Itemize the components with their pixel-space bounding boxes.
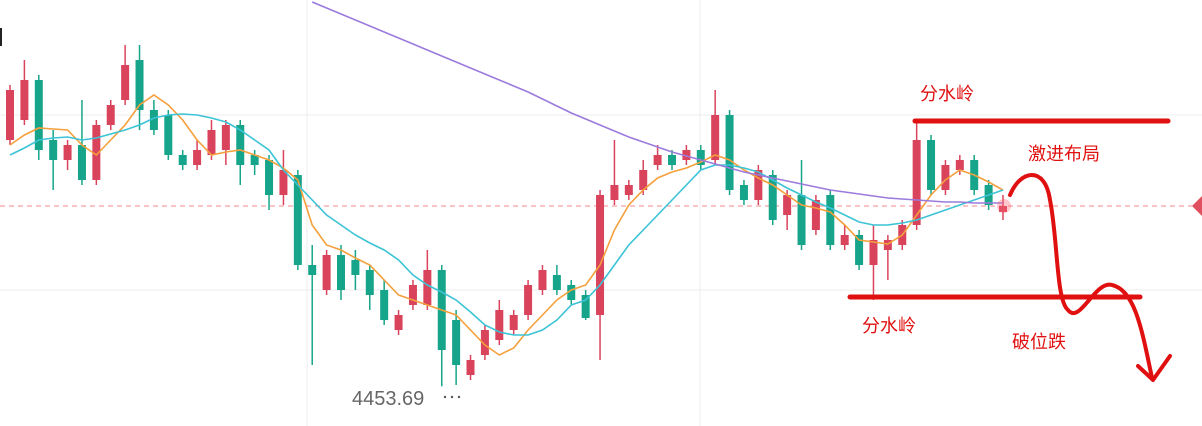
ellipsis: [443, 395, 461, 399]
candle-body: [250, 155, 259, 165]
ma-line: [9, 113, 1004, 336]
candle-body: [826, 195, 835, 245]
candle-body: [164, 115, 173, 155]
annotation: 分水岭: [862, 316, 916, 337]
candle-body: [811, 200, 820, 230]
ma-line: [311, 1, 1003, 204]
candle-body: [941, 165, 950, 190]
plot: [0, 1, 1192, 387]
candle-body: [524, 285, 533, 315]
candle-body: [308, 265, 317, 275]
candle-body: [322, 255, 331, 290]
candle-body: [279, 170, 288, 195]
candle-body: [639, 170, 648, 190]
candle-body: [394, 315, 403, 330]
candle-body: [92, 125, 101, 180]
dot: [457, 395, 461, 399]
candle-body: [955, 160, 964, 170]
candle-body: [596, 195, 605, 315]
candle-body: [452, 320, 461, 365]
candle-body: [193, 150, 202, 165]
candle-body: [423, 270, 432, 305]
candle-body: [538, 270, 547, 290]
candle-body: [408, 285, 417, 305]
candle-body: [495, 310, 504, 340]
candle-body: [855, 235, 864, 265]
candle-body: [552, 275, 561, 290]
candle-body: [6, 90, 14, 140]
candle-body: [351, 260, 360, 275]
candle-body: [49, 140, 58, 160]
candle-body: [207, 130, 216, 155]
hand-arrow: [1008, 173, 1172, 382]
candle-body: [840, 235, 849, 245]
candle-body: [797, 195, 806, 245]
candle-body: [106, 105, 115, 125]
candle-body: [653, 155, 662, 165]
candle-body: [668, 155, 676, 165]
candle-body: [121, 65, 130, 100]
candle-body: [509, 315, 518, 330]
candle-body: [624, 185, 633, 195]
candle-body: [610, 185, 619, 200]
candle-body: [293, 175, 302, 265]
candle-body: [337, 255, 345, 290]
candle-body: [265, 160, 274, 195]
candle-body: [236, 125, 245, 165]
candle-body: [34, 80, 43, 150]
candle-body: [480, 330, 489, 355]
candle-body: [711, 115, 720, 160]
candle-body: [567, 285, 576, 300]
candle-body: [20, 80, 29, 120]
candle-body: [682, 150, 691, 160]
candle-body: [380, 290, 389, 320]
candle-body: [869, 240, 878, 265]
candle-body: [739, 185, 748, 200]
ma-line: [9, 94, 1004, 356]
candle-body: [149, 110, 158, 130]
annotation: 激进布局: [1028, 144, 1100, 165]
dot: [450, 395, 454, 399]
annotation: 分水岭: [920, 84, 974, 105]
candle-body: [135, 60, 144, 110]
candle-body: [696, 150, 705, 165]
candle-body: [912, 140, 921, 225]
candle-body: [178, 155, 187, 165]
candle-body: [768, 175, 777, 220]
candle-body: [581, 295, 590, 318]
candle-body: [927, 140, 936, 190]
price-marker: [1192, 196, 1202, 216]
candle-body: [365, 270, 374, 295]
candle-body: [466, 360, 475, 375]
candle-body: [63, 145, 72, 160]
low-label: 4453.69: [352, 388, 424, 410]
current-dot: [997, 199, 1011, 213]
candle-body: [999, 206, 1007, 212]
candle-body: [883, 240, 892, 250]
candle-body: [754, 170, 763, 200]
annotation: 破位跌: [1012, 332, 1066, 353]
candle-body: [725, 115, 734, 190]
dot: [443, 395, 447, 399]
candle-body: [221, 125, 230, 150]
candle-body: [783, 195, 792, 215]
candle-body: [77, 145, 86, 180]
